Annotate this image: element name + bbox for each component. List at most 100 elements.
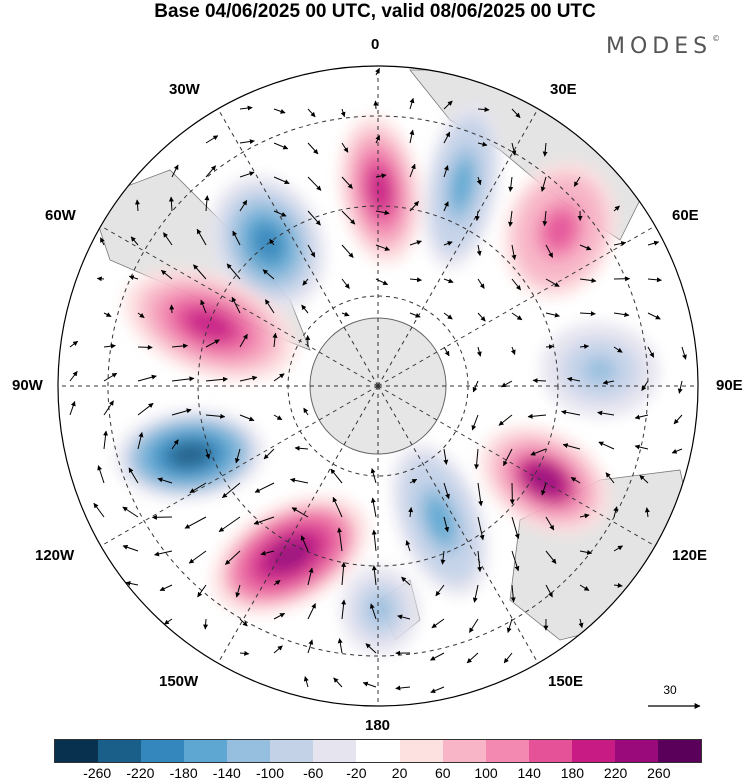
wind-arrow	[613, 506, 619, 518]
anomaly-contour	[583, 356, 617, 384]
colorbar-tick-label: -220	[126, 765, 155, 781]
wind-arrow	[239, 375, 258, 382]
wind-arrow	[545, 516, 555, 531]
wind-arrow	[130, 236, 139, 246]
wind-arrow	[579, 344, 590, 350]
wind-arrow	[477, 141, 488, 147]
wind-arrow	[239, 199, 248, 212]
colorbar-swatch	[571, 740, 615, 762]
wind-arrow	[203, 618, 209, 630]
meridian-line	[212, 99, 379, 387]
wind-arrow	[273, 176, 290, 185]
wind-arrow	[474, 448, 480, 470]
wind-arrow	[510, 346, 516, 355]
wind-arrow	[184, 516, 207, 529]
wind-arrow	[337, 527, 343, 552]
wind-arrow	[302, 278, 309, 286]
wind-arrow	[511, 108, 521, 118]
wind-arrow	[510, 584, 516, 603]
wind-arrow	[579, 584, 590, 591]
wind-arrow	[503, 448, 513, 467]
wind-arrow	[409, 277, 423, 283]
colorbar-swatch	[442, 740, 486, 762]
wind-arrow	[375, 135, 381, 144]
wind-arrow	[440, 550, 446, 565]
wind-arrow	[579, 549, 593, 555]
wind-arrow	[137, 402, 154, 416]
meridian-line	[212, 385, 379, 673]
wind-arrow	[307, 639, 314, 654]
wind-arrow	[189, 482, 207, 494]
wind-arrow	[197, 584, 207, 598]
wind-arrow	[540, 176, 547, 192]
colorbar-swatch	[485, 740, 529, 762]
wind-arrow	[122, 544, 139, 552]
wind-arrow	[362, 681, 377, 688]
wind-arrow	[613, 346, 623, 353]
wind-arrow	[260, 550, 275, 556]
wind-arrow	[578, 618, 584, 629]
anomaly-contour	[185, 309, 235, 341]
wind-arrow	[579, 278, 597, 284]
wind-arrow	[341, 599, 347, 620]
wind-arrow	[200, 299, 207, 314]
colorbar-tick-label: 60	[435, 765, 451, 781]
colorbar-swatch	[528, 740, 572, 762]
wind-arrow	[341, 561, 347, 586]
wind-arrow	[103, 430, 109, 450]
wind-arrow	[263, 448, 275, 460]
wind-arrow	[168, 196, 174, 212]
wind-arrow	[508, 210, 514, 227]
wind-arrow	[429, 652, 445, 661]
wind-arrow	[443, 312, 453, 320]
wind-arrow	[443, 241, 453, 246]
wind-arrow	[443, 100, 453, 110]
wind-arrow	[477, 312, 486, 322]
wind-arrow	[272, 332, 278, 348]
colorbar-tick-label: 140	[517, 765, 541, 781]
wind-arrow	[501, 380, 513, 388]
wind-arrow	[545, 550, 557, 564]
wind-arrow	[273, 108, 286, 114]
wind-arrow	[443, 448, 449, 465]
wind-arrow	[466, 652, 479, 664]
wind-arrow	[273, 210, 287, 217]
wind-arrow	[647, 277, 662, 283]
wind-arrow	[430, 686, 445, 694]
meridian-line	[377, 385, 544, 673]
wind-arrow	[239, 139, 255, 145]
wind-arrow	[307, 176, 322, 191]
wind-arrow	[472, 584, 479, 603]
colorbar-swatch	[184, 740, 228, 762]
wind-arrow	[409, 163, 416, 178]
wind-arrow	[307, 603, 316, 620]
wind-arrow	[545, 244, 554, 258]
wind-arrow	[639, 474, 649, 484]
colorbar-tick-label: -20	[346, 765, 367, 781]
wind-arrow	[409, 240, 422, 246]
colorbar-swatch	[141, 740, 185, 762]
wind-arrow	[472, 380, 479, 393]
lon-label-60w: 60W	[45, 207, 76, 224]
wind-arrow	[232, 230, 241, 246]
wind-arrow	[157, 477, 173, 484]
wind-arrow	[96, 276, 105, 282]
lon-label-120e: 120E	[672, 547, 708, 564]
wind-arrow	[262, 269, 275, 280]
wind-arrow	[205, 376, 228, 382]
lon-label-90w: 90W	[12, 377, 43, 394]
wind-arrow	[562, 443, 581, 450]
wind-arrow	[395, 685, 411, 691]
wind-arrow	[443, 201, 449, 212]
wind-arrow	[506, 618, 513, 633]
wind-arrow	[511, 244, 517, 261]
wind-arrow	[370, 468, 377, 484]
anomaly-contour	[368, 169, 392, 211]
meridian-line	[377, 99, 544, 387]
wind-arrow	[375, 67, 380, 76]
wind-arrow	[476, 176, 482, 186]
lon-label-90e: 90E	[716, 377, 743, 394]
wind-arrow	[508, 176, 514, 192]
wind-arrow	[134, 199, 140, 212]
